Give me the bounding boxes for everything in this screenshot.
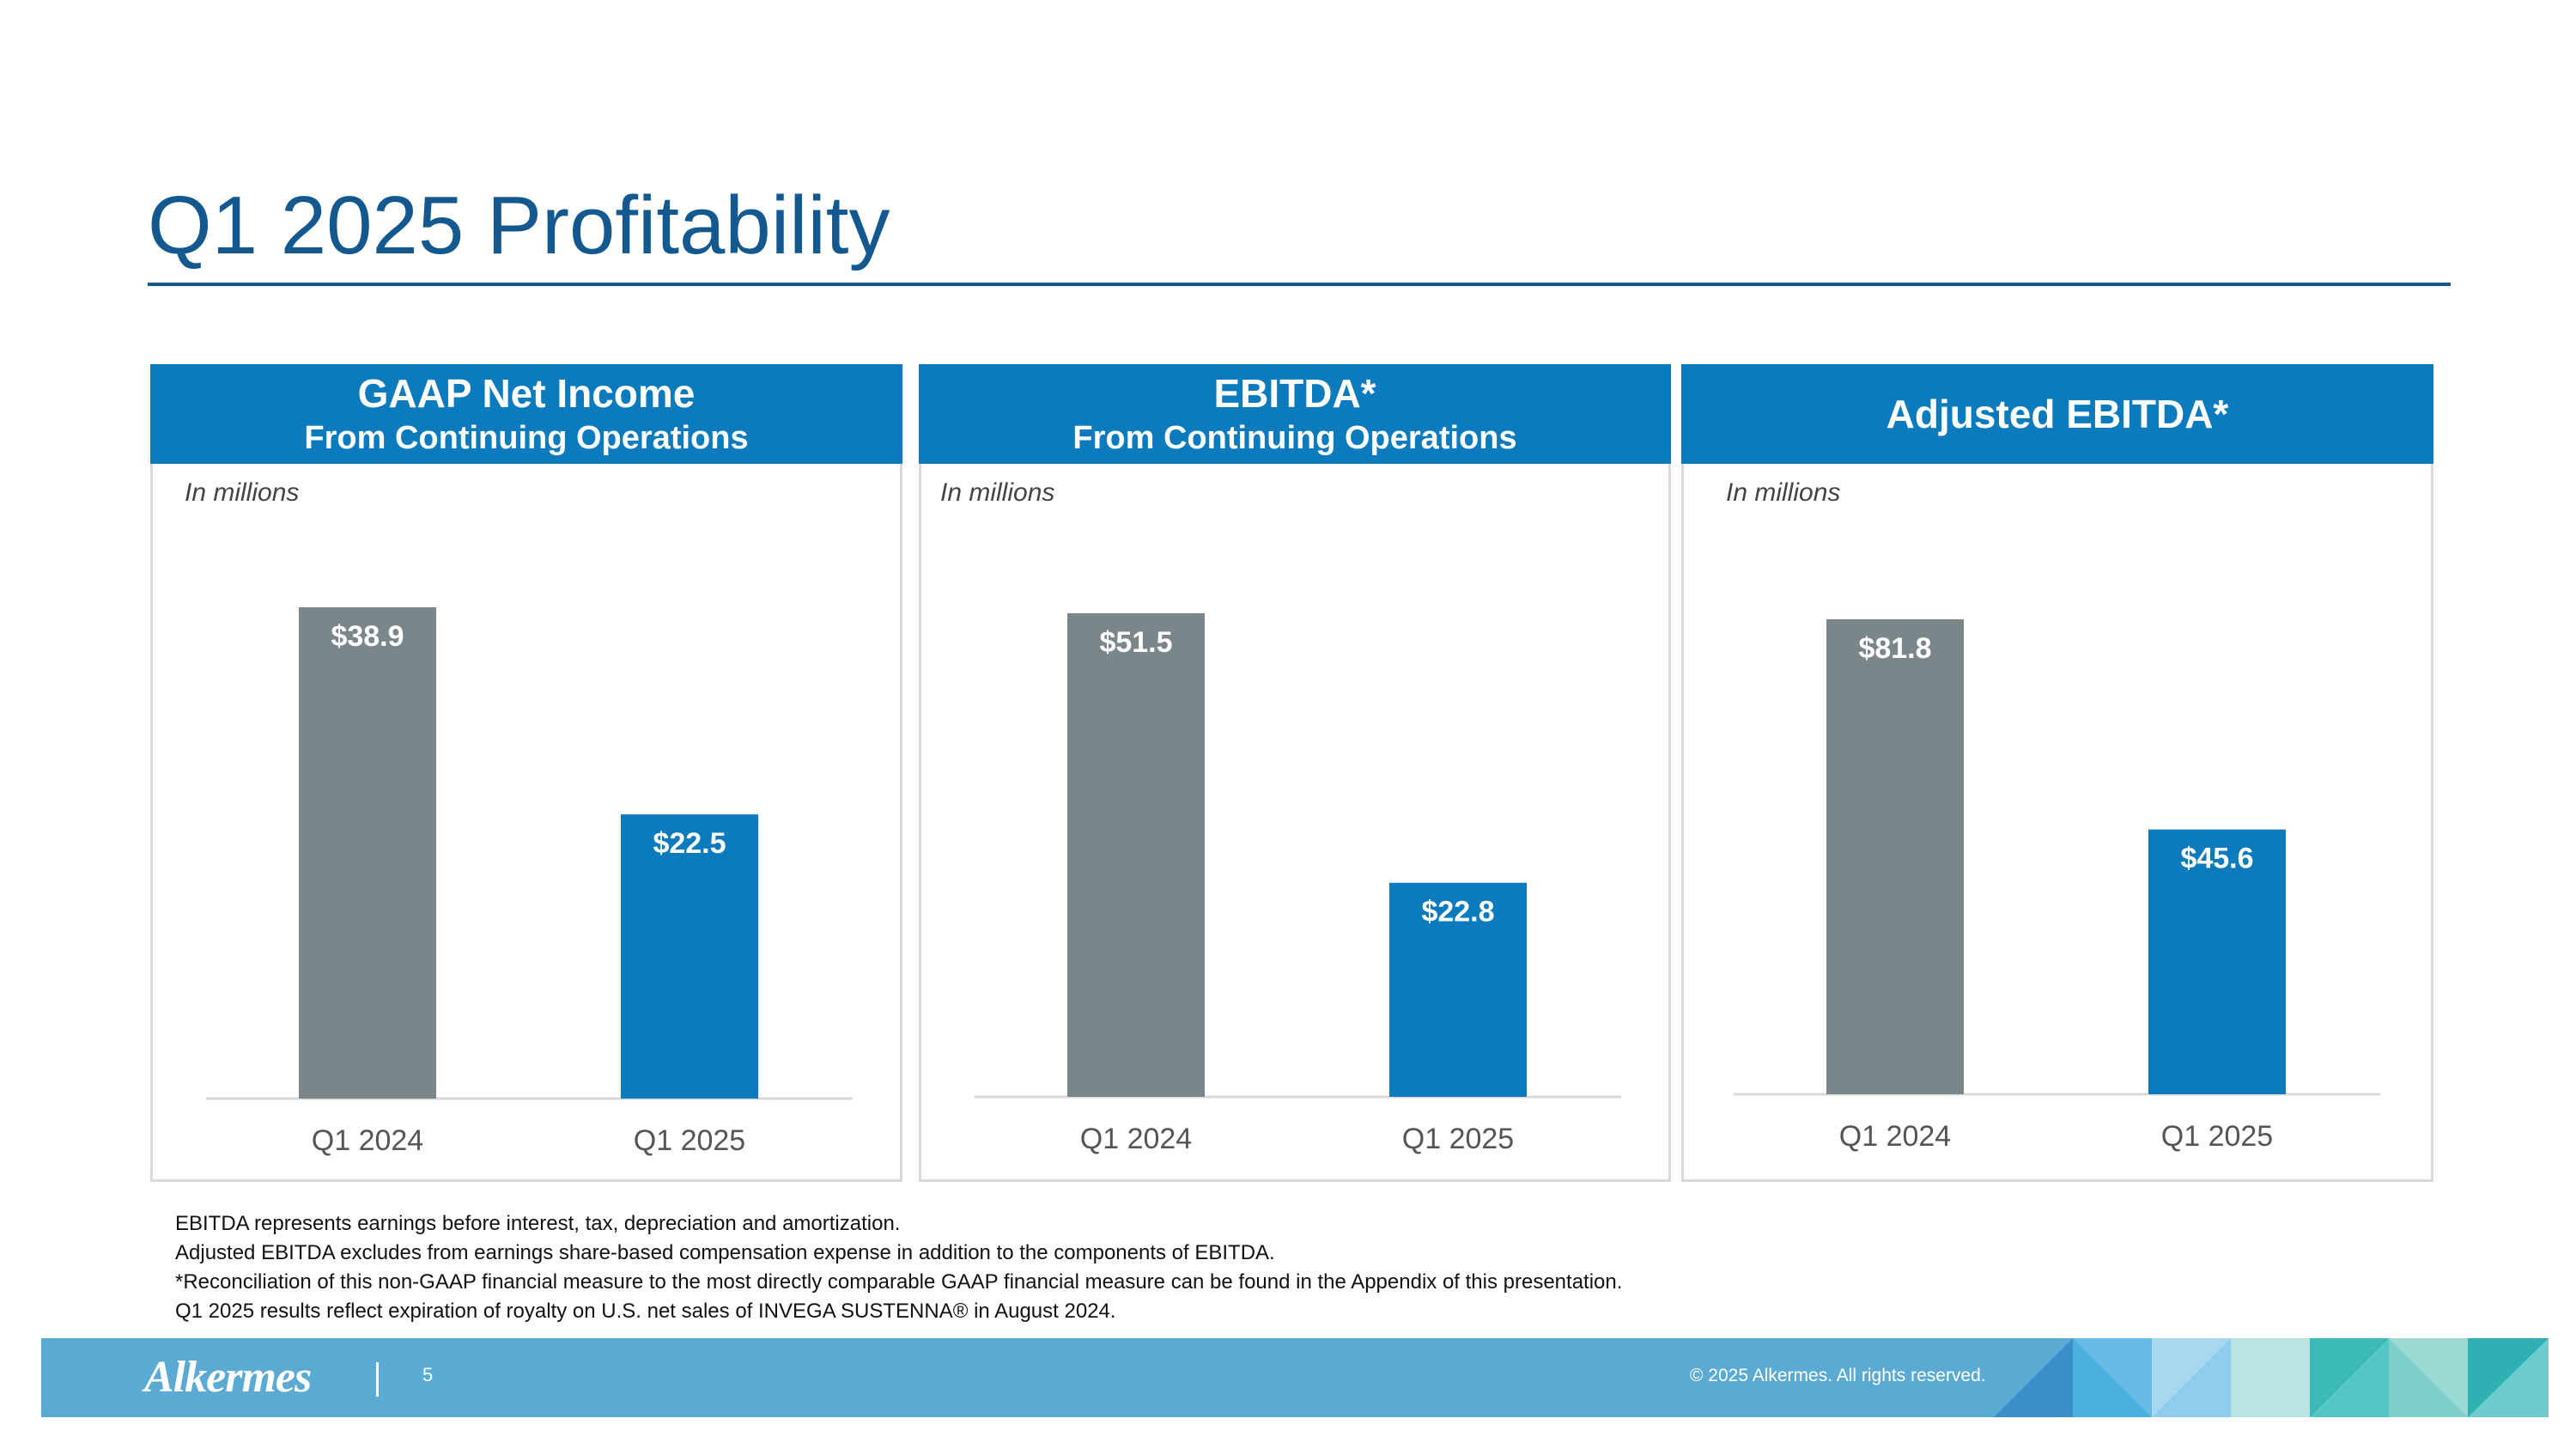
footnotes: EBITDA represents earnings before intere… [175,1209,1622,1326]
gaap-net-income-panel: GAAP Net Income From Continuing Operatio… [150,364,902,1182]
page-title: Q1 2025 Profitability [148,180,890,271]
x-tick-label: Q1 2025 [2161,1120,2273,1153]
panel-header: Adjusted EBITDA* [1681,364,2433,464]
adjusted-ebitda-panel: Adjusted EBITDA* In millions $81.8 Q1 202… [1681,364,2433,1182]
bar-q1-2025 [2148,829,2286,1094]
x-tick-label: Q1 2024 [1080,1123,1192,1155]
ebitda-chart: $51.5 Q1 2024 $22.8 Q1 2025 [975,613,1621,1155]
data-label: $45.6 [2180,843,2253,875]
data-label: $38.9 [331,620,404,653]
company-logo: Alkermes [144,1353,312,1402]
footnote: *Reconciliation of this non-GAAP financi… [175,1270,1623,1294]
unit-note: In millions [185,478,300,507]
data-label: $22.5 [653,827,726,860]
panel-title: Adjusted EBITDA* [1886,392,2229,436]
footnote: EBITDA represents earnings before intere… [175,1212,901,1235]
panel-header: GAAP Net Income From Continuing Operatio… [150,364,902,464]
x-tick-label: Q1 2025 [634,1124,745,1157]
footnote: Adjusted EBITDA excludes from earnings s… [175,1241,1275,1264]
data-label: $81.8 [1858,632,1931,665]
title-divider [148,283,2451,286]
footer-divider [376,1362,379,1397]
data-label: $22.8 [1421,896,1494,928]
panel-subtitle: From Continuing Operations [304,420,749,456]
x-tick-label: Q1 2024 [312,1124,423,1157]
bar-q1-2024 [1067,613,1205,1097]
adjusted-ebitda-chart: $81.8 Q1 2024 $45.6 Q1 2025 [1734,619,2380,1153]
bar-q1-2025 [621,814,758,1099]
bar-q1-2024 [1826,619,1964,1094]
panel-title: EBITDA* [1213,371,1376,416]
gaap-net-income-chart: $38.9 Q1 2024 $22.5 Q1 2025 [206,607,853,1157]
panel-header: EBITDA* From Continuing Operations [919,364,1671,464]
data-label: $51.5 [1099,626,1172,659]
x-tick-label: Q1 2024 [1839,1120,1951,1153]
decorative-tiles [1994,1338,2549,1417]
ebitda-panel: EBITDA* From Continuing Operations In mi… [919,364,1671,1182]
bar-q1-2024 [299,607,436,1099]
footer-bar: Alkermes 5 © 2025 Alkermes. All rights r… [41,1338,2549,1417]
footnote: Q1 2025 results reflect expiration of ro… [175,1300,1116,1323]
unit-note: In millions [1726,478,1841,507]
page-number: 5 [422,1364,434,1385]
unit-note: In millions [940,478,1055,507]
bar-q1-2025 [1389,882,1527,1097]
panel-subtitle: From Continuing Operations [1072,420,1517,456]
panel-title: GAAP Net Income [357,371,696,416]
x-tick-label: Q1 2025 [1402,1123,1514,1155]
copyright-text: © 2025 Alkermes. All rights reserved. [1690,1366,1986,1385]
